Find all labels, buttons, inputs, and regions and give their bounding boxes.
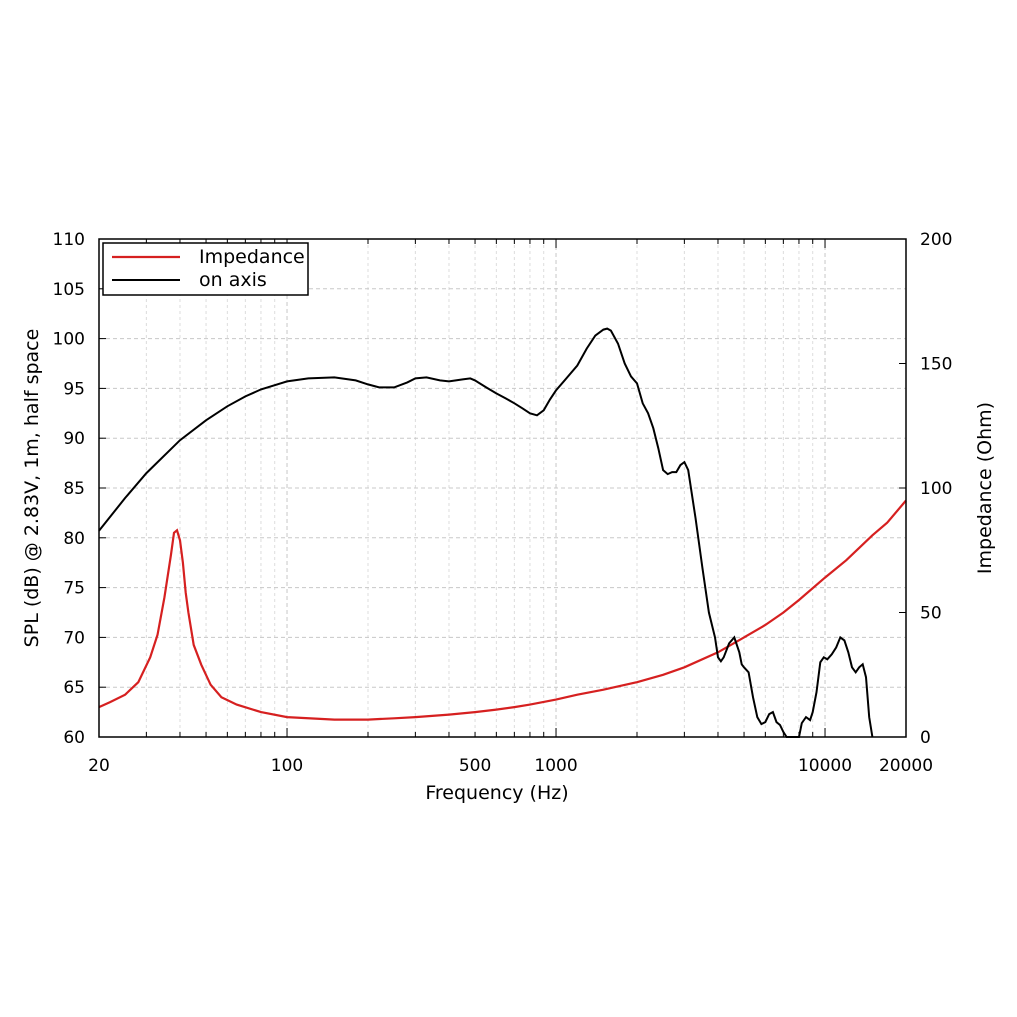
y-right-tick-label: 200 <box>920 230 952 250</box>
y-left-tick-label: 60 <box>63 728 85 748</box>
tick-labels: 20 100 500 1000 10000 20000606570758085909510… <box>53 230 953 776</box>
legend-label-on-axis: on axis <box>199 269 267 291</box>
x-axis-label: Frequency (Hz) <box>425 782 568 804</box>
y-left-tick-label: 65 <box>63 678 85 698</box>
x-tick-label: 500 <box>459 756 491 776</box>
y-right-tick-label: 50 <box>920 604 942 624</box>
series-layer <box>98 327 907 738</box>
legend: Impedance on axis <box>102 242 309 296</box>
y-left-tick-label: 85 <box>63 479 85 499</box>
plot-frame <box>98 238 907 738</box>
y-axis-right-label: Impedance (Ohm) <box>974 402 996 574</box>
y-left-tick-label: 100 <box>53 330 85 350</box>
y-right-tick-label: 100 <box>920 479 952 499</box>
y-left-tick-label: 95 <box>63 379 85 399</box>
x-tick-label: 20 <box>88 756 110 776</box>
x-tick-label: 10000 <box>798 756 852 776</box>
legend-box <box>102 242 309 296</box>
x-tick-label: 100 <box>271 756 303 776</box>
x-tick-label: 20000 <box>879 756 933 776</box>
y-left-tick-label: 110 <box>53 230 85 250</box>
y-left-tick-label: 90 <box>63 429 85 449</box>
y-left-tick-label: 75 <box>63 579 85 599</box>
grid <box>99 238 906 738</box>
y-axis-left-label: SPL (dB) @ 2.83V, 1m, half space <box>21 329 43 648</box>
series-line-on-axis <box>98 327 874 738</box>
y-left-tick-label: 70 <box>63 628 85 648</box>
legend-label-impedance: Impedance <box>199 246 305 268</box>
y-right-tick-label: 150 <box>920 355 952 375</box>
series-line-impedance <box>98 499 907 721</box>
y-left-tick-label: 80 <box>63 529 85 549</box>
y-left-tick-label: 105 <box>53 280 85 300</box>
x-tick-label: 1000 <box>534 756 577 776</box>
y-right-tick-label: 0 <box>920 728 931 748</box>
